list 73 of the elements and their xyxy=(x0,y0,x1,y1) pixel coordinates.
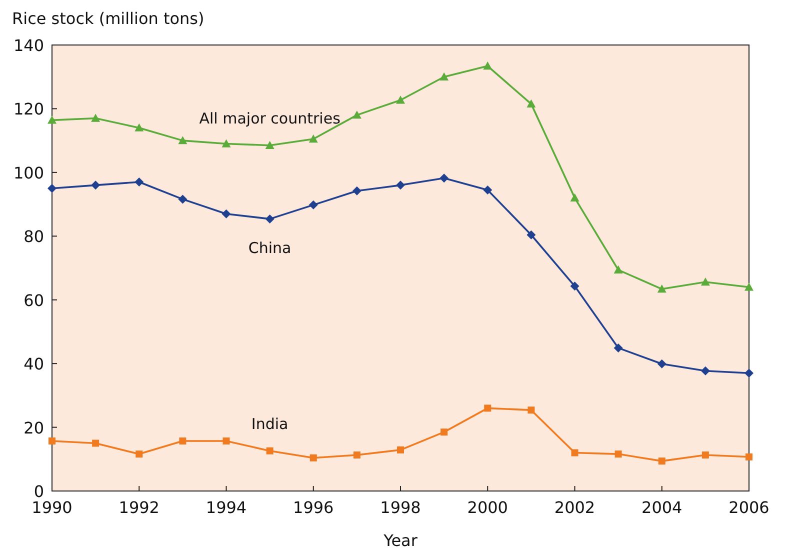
point xyxy=(744,368,754,378)
point xyxy=(265,214,274,224)
y-tick-label: 80 xyxy=(24,227,44,246)
point xyxy=(308,134,318,143)
point xyxy=(92,440,100,447)
point xyxy=(658,458,666,465)
point xyxy=(179,437,186,444)
series-label: India xyxy=(251,414,288,433)
x-tick-label: 2006 xyxy=(728,498,770,517)
point xyxy=(178,136,188,144)
x-tick-label: 1996 xyxy=(293,498,334,517)
y-tick-label: 60 xyxy=(24,290,44,310)
y-tick-label: 140 xyxy=(13,36,44,55)
point xyxy=(352,186,362,196)
x-axis-title: Year xyxy=(382,531,418,550)
point xyxy=(700,278,710,286)
point xyxy=(702,452,709,458)
point xyxy=(700,366,710,376)
point xyxy=(526,230,536,240)
point xyxy=(657,284,666,293)
y-tick-label: 120 xyxy=(13,100,44,119)
x-tick-label: 1992 xyxy=(118,498,160,517)
point xyxy=(614,265,623,274)
point xyxy=(483,62,492,70)
point xyxy=(48,116,56,124)
point xyxy=(222,437,230,444)
point xyxy=(614,343,623,352)
point xyxy=(48,437,56,444)
point xyxy=(440,174,449,183)
point xyxy=(266,447,274,454)
point xyxy=(614,450,622,458)
point xyxy=(571,449,578,456)
point xyxy=(483,185,492,194)
point xyxy=(396,180,405,190)
point xyxy=(746,453,752,460)
y-tick-label: 40 xyxy=(24,354,44,374)
series-label: China xyxy=(248,238,292,257)
y-axis-title: Rice stock (million tons) xyxy=(12,9,204,28)
point xyxy=(440,72,449,80)
point xyxy=(310,454,317,462)
point xyxy=(265,140,274,149)
point xyxy=(91,180,100,190)
point xyxy=(308,200,318,210)
x-tick-label: 1998 xyxy=(380,498,421,517)
y-tick-label: 100 xyxy=(13,163,44,182)
point xyxy=(657,359,666,368)
point xyxy=(570,282,580,291)
x-tick-label: 2004 xyxy=(642,498,682,517)
point xyxy=(91,114,100,122)
point xyxy=(352,110,362,119)
y-tick-label: 20 xyxy=(24,418,44,438)
point xyxy=(222,139,231,148)
x-tick-label: 1990 xyxy=(32,498,72,517)
point xyxy=(396,96,405,104)
point xyxy=(397,446,404,454)
point xyxy=(526,99,536,108)
x-tick-label: 1994 xyxy=(206,498,247,517)
x-tick-label: 2000 xyxy=(467,498,508,517)
point xyxy=(134,177,144,186)
point xyxy=(744,282,754,291)
y-tick-label: 0 xyxy=(34,482,44,501)
point xyxy=(48,184,56,193)
x-tick-label: 2002 xyxy=(554,498,596,517)
point xyxy=(528,406,535,414)
point xyxy=(136,450,143,458)
series-label: All major countries xyxy=(199,109,341,128)
point xyxy=(222,209,231,218)
point xyxy=(570,193,580,202)
point xyxy=(440,428,448,436)
point xyxy=(484,404,492,412)
point xyxy=(134,123,144,132)
point xyxy=(178,194,188,204)
point xyxy=(353,452,360,458)
